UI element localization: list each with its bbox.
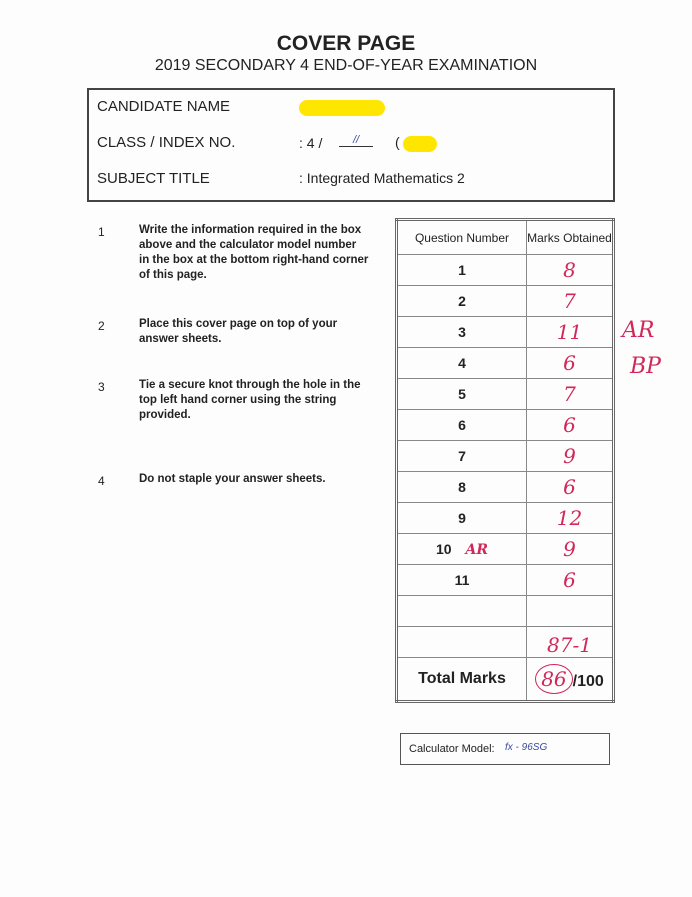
question-number-cell: 2 (396, 285, 527, 317)
page-subtitle: 2019 SECONDARY 4 END-OF-YEAR EXAMINATION (154, 57, 538, 74)
table-row: 11 6 (396, 564, 614, 596)
question-number-cell: 6 (396, 409, 527, 441)
total-cell: 86/100 (526, 657, 614, 702)
question-number: 2 (458, 293, 466, 309)
table-header-row: Question Number Marks Obtained (396, 219, 614, 255)
margin-note: BP (630, 354, 661, 379)
page-title: COVER PAGE (276, 32, 416, 55)
subject-title-label: SUBJECT TITLE (97, 170, 210, 187)
question-number: 1 (458, 262, 466, 278)
question-number-cell: 7 (396, 440, 527, 472)
marks-cell: 6 (526, 347, 614, 379)
class-handwritten: // (339, 134, 373, 147)
marks-cell: 6 (526, 564, 614, 596)
calculator-label: Calculator Model: (409, 743, 495, 755)
blank-cell (396, 595, 527, 627)
total-max: /100 (572, 673, 604, 690)
marks-cell: 6 (526, 409, 614, 441)
instruction-text: Tie a secure knot through the hole in th… (139, 379, 361, 421)
marks-cell: 12 (526, 502, 614, 534)
question-number-cell: 3 (396, 316, 527, 348)
blank-cell (526, 595, 614, 627)
margin-note: AR (622, 318, 655, 343)
question-number-cell: 9 (396, 502, 527, 534)
question-number: 4 (458, 355, 466, 371)
column-header-question: Question Number (396, 219, 527, 255)
blank-row (396, 595, 614, 627)
question-number-cell: 4 (396, 347, 527, 379)
blank-cell (396, 626, 527, 658)
question-number-cell: 8 (396, 471, 527, 503)
calculator-model-box: Calculator Model: fx - 96SG (400, 733, 610, 765)
question-note: AR (465, 541, 489, 558)
marks-cell: 9 (526, 440, 614, 472)
marks-cell: 7 (526, 378, 614, 410)
redacted-index (403, 136, 437, 152)
question-number: 5 (458, 386, 466, 402)
question-number-cell: 11 (396, 564, 527, 596)
question-number: 10 (435, 540, 452, 557)
column-header-marks: Marks Obtained (526, 219, 614, 255)
instruction-text: Write the information required in the bo… (139, 224, 369, 281)
class-index-label: CLASS / INDEX NO. (97, 134, 236, 151)
candidate-name-label: CANDIDATE NAME (97, 98, 231, 115)
question-number-cell: 5 (396, 378, 527, 410)
table-row: 9 12 (396, 502, 614, 534)
marks-cell: 7 (526, 285, 614, 317)
question-number-cell: 10 AR (396, 533, 527, 565)
question-number: 7 (458, 448, 466, 464)
table-row: 3 11 (396, 316, 614, 348)
marks-cell: 11 (526, 316, 614, 348)
question-number: 6 (458, 417, 466, 433)
marks-cell: 8 (526, 254, 614, 286)
total-label: Total Marks (396, 657, 527, 702)
instruction-number: 1 (98, 225, 105, 239)
class-value: : 4 / (299, 135, 323, 151)
question-number: 8 (458, 479, 466, 495)
question-number: 11 (454, 572, 470, 588)
question-number: 3 (458, 324, 466, 340)
subtotal-note: 87-1 (526, 626, 614, 658)
subtotal-row: 87-1 (396, 626, 614, 658)
instruction-number: 3 (98, 380, 105, 394)
marks-cell: 9 (526, 533, 614, 565)
question-number-cell: 1 (396, 254, 527, 286)
instruction-text: Place this cover page on top of your ans… (139, 318, 338, 345)
redacted-name (299, 100, 385, 116)
table-row: 10 AR 9 (396, 533, 614, 565)
total-row: Total Marks 86/100 (396, 657, 614, 702)
marks-cell: 6 (526, 471, 614, 503)
calculator-value: fx - 96SG (505, 742, 548, 753)
subject-value: : Integrated Mathematics 2 (299, 170, 465, 186)
marks-table: Question Number Marks Obtained 1 8 2 7 3 11 4 6… (395, 218, 615, 703)
total-value: 86 (535, 664, 573, 694)
instruction-number: 4 (98, 474, 105, 488)
instruction-text: Do not staple your answer sheets. (139, 473, 326, 485)
question-number: 9 (458, 510, 466, 526)
instruction-number: 2 (98, 319, 105, 333)
candidate-info-box: CANDIDATE NAME CLASS / INDEX NO. : 4 / /… (87, 88, 615, 202)
